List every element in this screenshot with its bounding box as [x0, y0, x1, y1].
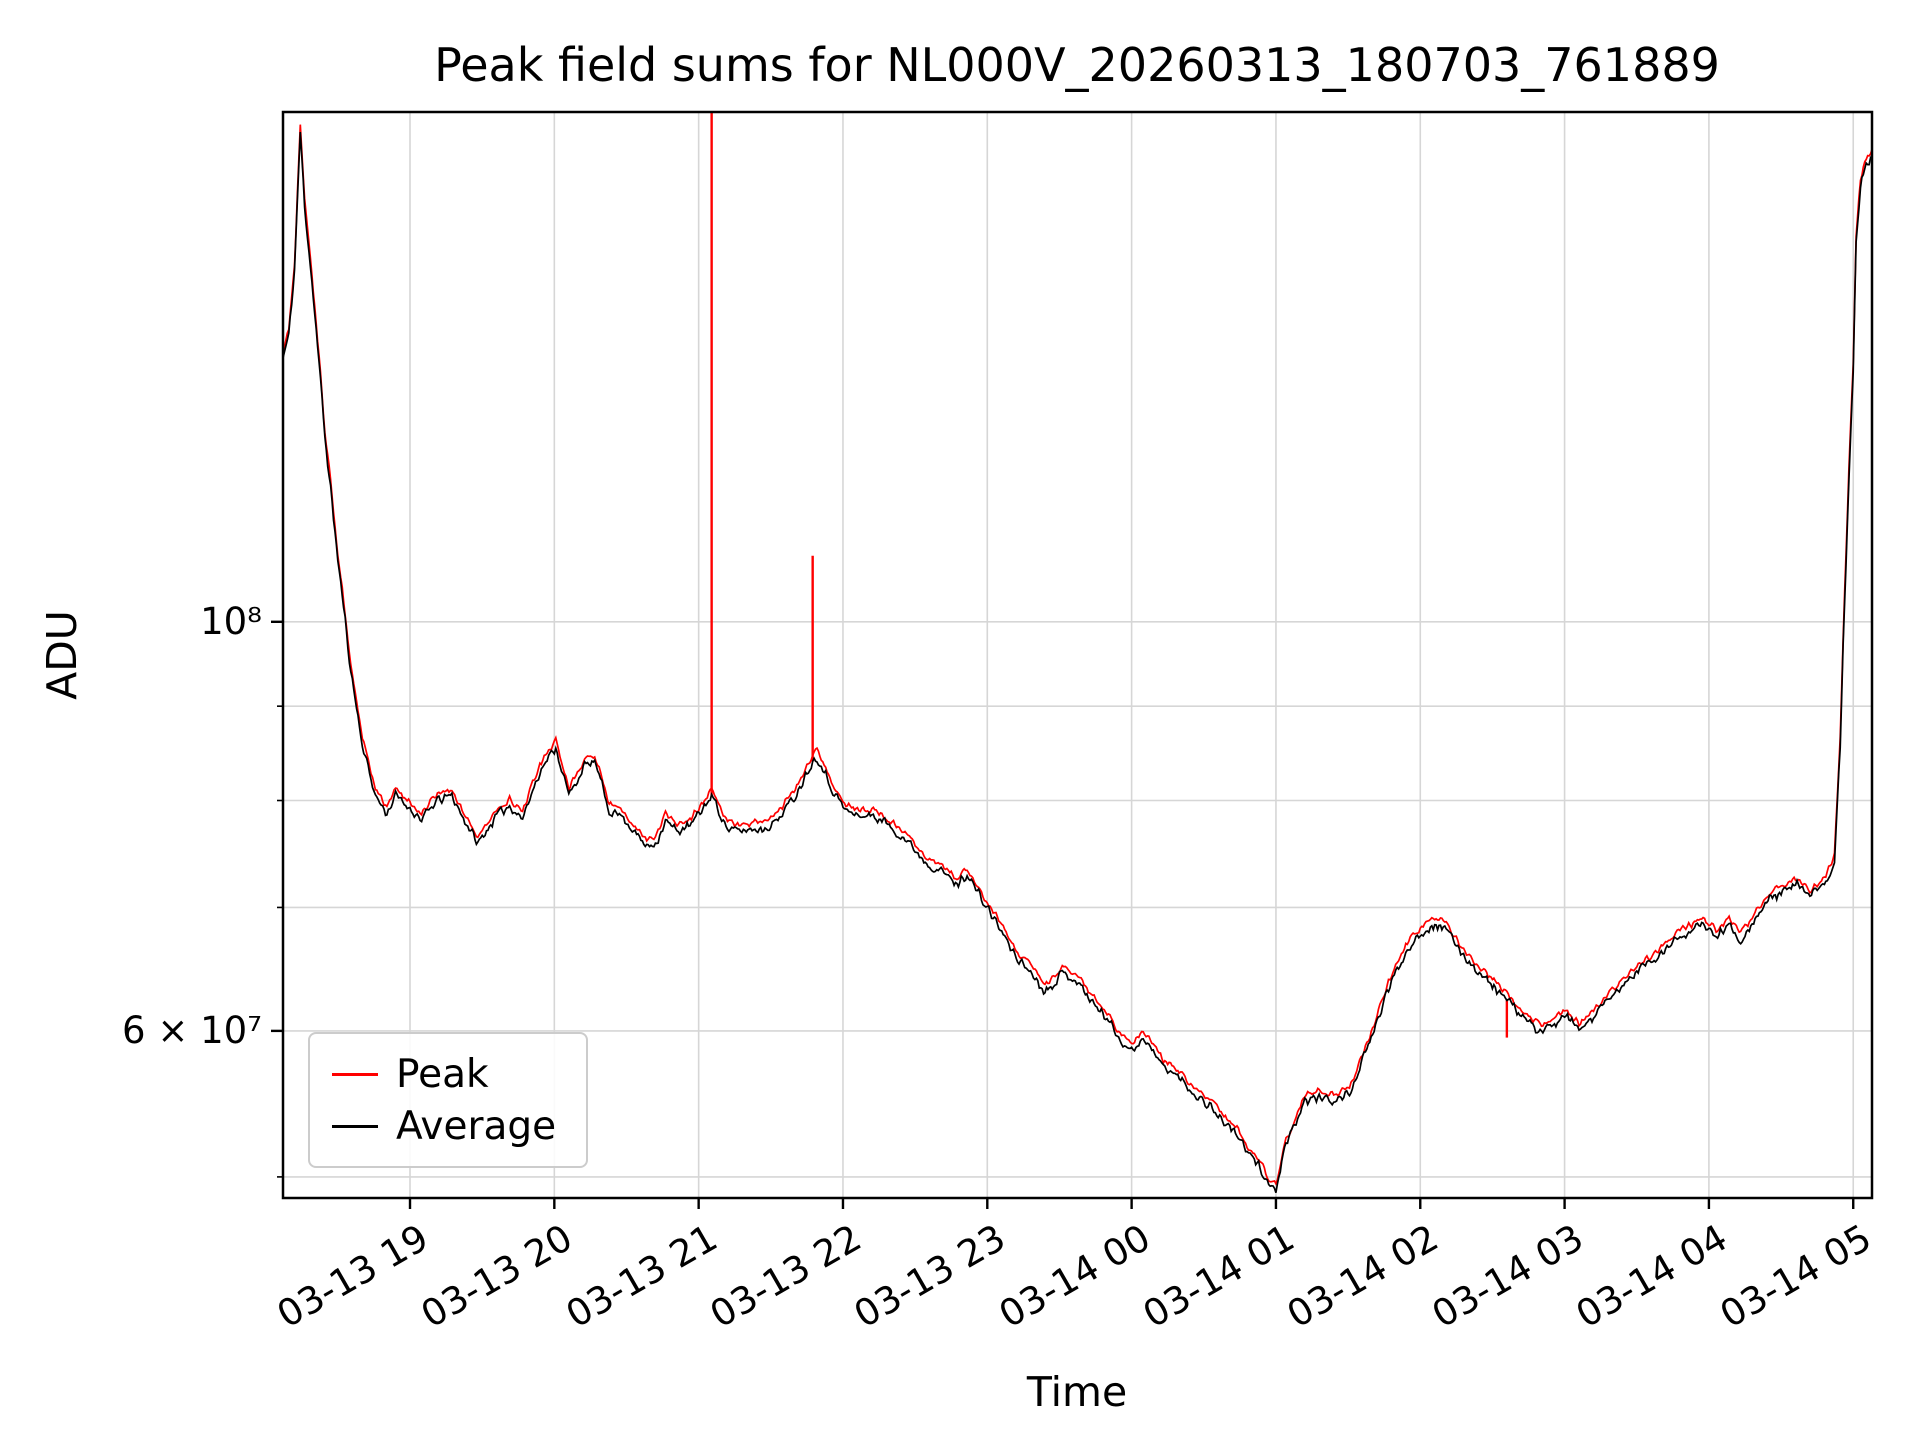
legend-item-average: Average — [332, 1100, 556, 1152]
x-axis-label: Time — [1026, 1368, 1128, 1416]
peak-line-swatch — [332, 1072, 378, 1076]
y-tick-label: 6 × 10⁷ — [122, 1008, 262, 1052]
legend-label-peak: Peak — [396, 1051, 489, 1097]
average-line-swatch — [332, 1124, 378, 1128]
legend-item-peak: Peak — [332, 1048, 556, 1100]
legend-label-average: Average — [396, 1103, 557, 1149]
y-tick-label: 10⁸ — [200, 599, 262, 643]
legend: Peak Average — [308, 1032, 589, 1168]
chart-title: Peak field sums for NL000V_20260313_1807… — [434, 38, 1720, 92]
